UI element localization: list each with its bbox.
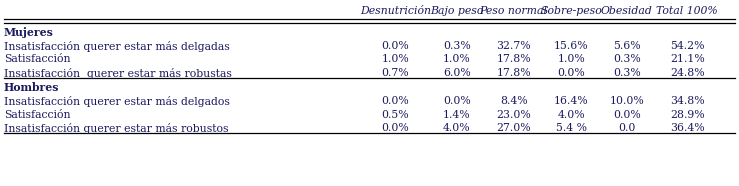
Text: 5.6%: 5.6% <box>613 41 641 51</box>
Text: 28.9%: 28.9% <box>670 110 704 120</box>
Text: Desnutrición: Desnutrición <box>360 6 431 16</box>
Text: 27.0%: 27.0% <box>497 123 531 133</box>
Text: 24.8%: 24.8% <box>670 68 704 78</box>
Text: Insatisfacción querer estar más delgadas: Insatisfacción querer estar más delgadas <box>4 41 229 52</box>
Text: 0.7%: 0.7% <box>381 68 409 78</box>
Text: 4.0%: 4.0% <box>557 110 585 120</box>
Text: Peso normal: Peso normal <box>480 6 548 16</box>
Text: Insatisfacción querer estar más delgados: Insatisfacción querer estar más delgados <box>4 97 230 108</box>
Text: 54.2%: 54.2% <box>670 41 704 51</box>
Text: Hombres: Hombres <box>4 82 59 93</box>
Text: 0.3%: 0.3% <box>443 41 471 51</box>
Text: 8.4%: 8.4% <box>500 97 528 106</box>
Text: 0.0%: 0.0% <box>557 68 585 78</box>
Text: Total 100%: Total 100% <box>656 6 718 16</box>
Text: 32.7%: 32.7% <box>497 41 531 51</box>
Text: 4.0%: 4.0% <box>443 123 471 133</box>
Text: 15.6%: 15.6% <box>554 41 588 51</box>
Text: Obesidad: Obesidad <box>601 6 653 16</box>
Text: Satisfacción: Satisfacción <box>4 54 70 64</box>
Text: 17.8%: 17.8% <box>497 54 531 64</box>
Text: 23.0%: 23.0% <box>496 110 531 120</box>
Text: 0.0%: 0.0% <box>381 41 409 51</box>
Text: 0.3%: 0.3% <box>613 68 641 78</box>
Text: 34.8%: 34.8% <box>670 97 704 106</box>
Text: 0.0%: 0.0% <box>381 97 409 106</box>
Text: 5.4 %: 5.4 % <box>556 123 587 133</box>
Text: 21.1%: 21.1% <box>670 54 705 64</box>
Text: Bajo peso: Bajo peso <box>430 6 483 16</box>
Text: Mujeres: Mujeres <box>4 27 53 38</box>
Text: 0.0%: 0.0% <box>613 110 641 120</box>
Text: 10.0%: 10.0% <box>609 97 644 106</box>
Text: Sobre-peso: Sobre-peso <box>540 6 602 16</box>
Text: 0.0%: 0.0% <box>443 97 471 106</box>
Text: 0.3%: 0.3% <box>613 54 641 64</box>
Text: Satisfacción: Satisfacción <box>4 110 70 120</box>
Text: 6.0%: 6.0% <box>443 68 471 78</box>
Text: 1.0%: 1.0% <box>557 54 585 64</box>
Text: 0.5%: 0.5% <box>381 110 409 120</box>
Text: 16.4%: 16.4% <box>554 97 588 106</box>
Text: 17.8%: 17.8% <box>497 68 531 78</box>
Text: 1.0%: 1.0% <box>443 54 471 64</box>
Text: Insatisfacción querer estar más robustos: Insatisfacción querer estar más robustos <box>4 123 228 134</box>
Text: 0.0%: 0.0% <box>381 123 409 133</box>
Text: Insatisfacción  querer estar más robustas: Insatisfacción querer estar más robustas <box>4 68 231 79</box>
Text: 1.0%: 1.0% <box>381 54 409 64</box>
Text: 36.4%: 36.4% <box>670 123 704 133</box>
Text: 1.4%: 1.4% <box>443 110 471 120</box>
Text: 0.0: 0.0 <box>618 123 636 133</box>
